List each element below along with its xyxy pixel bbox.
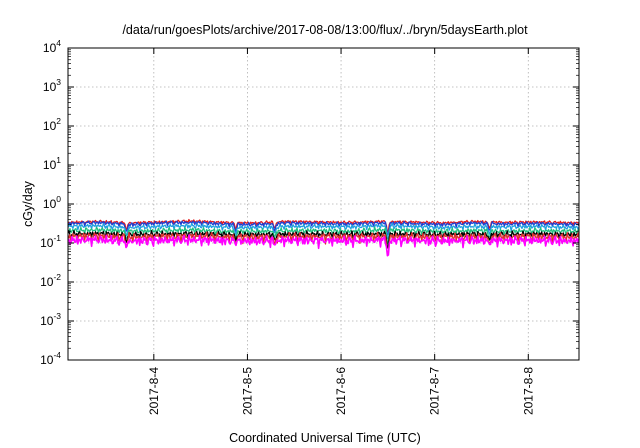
chart-title: /data/run/goesPlots/archive/2017-08-08/1… — [122, 23, 528, 37]
series-line-3 — [67, 222, 580, 240]
y-tick-label: 10-1 — [40, 233, 61, 250]
y-tick-label: 10-2 — [40, 272, 61, 289]
x-axis-label: Coordinated Universal Time (UTC) — [229, 431, 421, 445]
x-tick-label: 2017-8-6 — [334, 367, 348, 415]
x-tick-label: 2017-8-7 — [428, 367, 442, 415]
y-tick-label: 104 — [43, 38, 61, 55]
y-tick-label: 100 — [43, 194, 61, 211]
y-axis-label: cGy/day — [21, 180, 35, 227]
x-tick-label: 2017-8-8 — [521, 367, 535, 415]
axis-ticks — [68, 47, 579, 361]
series-line-7 — [67, 234, 580, 257]
y-tick-label: 10-3 — [40, 311, 61, 328]
y-tick-label: 102 — [43, 116, 61, 133]
y-tick-label: 10-4 — [40, 350, 61, 367]
y-tick-label: 101 — [43, 155, 61, 172]
y-tick-label: 103 — [43, 77, 61, 94]
y-tick-labels: 104 103 102 101 100 10-1 10-2 10-3 10-4 — [40, 38, 61, 367]
x-tick-label: 2017-8-4 — [147, 367, 161, 415]
grid — [68, 48, 579, 360]
x-tick-label: 2017-8-5 — [240, 367, 254, 415]
series-layer — [67, 218, 580, 257]
series-line-6 — [67, 231, 580, 256]
x-tick-labels: 2017-8-4 2017-8-5 2017-8-6 2017-8-7 2017-8-8 — [147, 367, 535, 415]
series-line-2 — [67, 220, 580, 236]
